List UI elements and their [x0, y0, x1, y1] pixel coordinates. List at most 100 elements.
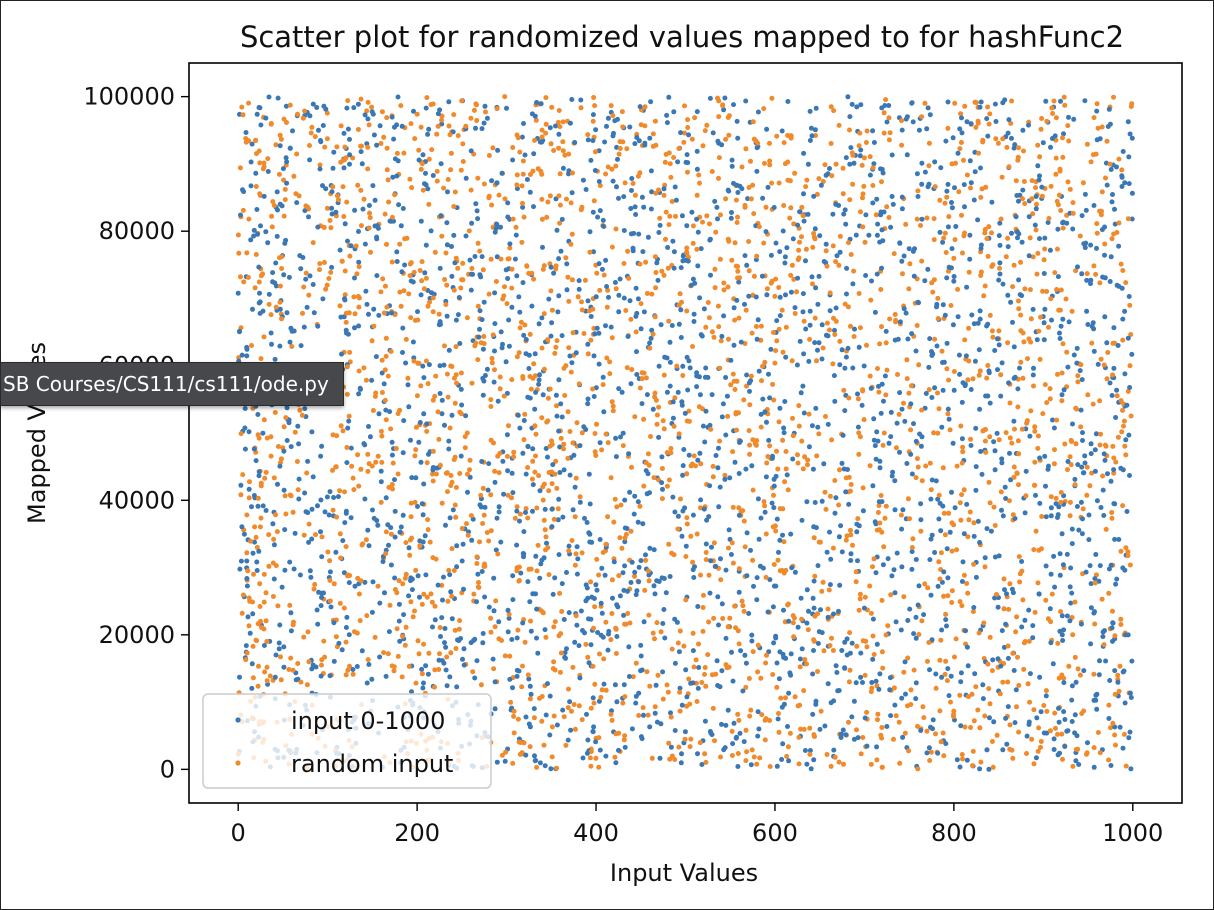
- point-series-2: [907, 261, 913, 267]
- point-series-1: [1076, 527, 1082, 533]
- point-series-2: [530, 458, 536, 464]
- point-series-1: [743, 466, 749, 472]
- point-series-2: [259, 625, 264, 630]
- point-series-2: [703, 759, 709, 765]
- point-series-1: [745, 196, 751, 202]
- point-series-1: [892, 702, 898, 708]
- point-series-1: [287, 145, 293, 151]
- point-series-1: [746, 611, 752, 616]
- point-series-1: [342, 296, 347, 302]
- point-series-2: [535, 166, 541, 172]
- point-series-1: [272, 356, 278, 362]
- point-series-1: [542, 627, 548, 633]
- point-series-2: [387, 602, 393, 608]
- point-series-2: [281, 424, 287, 430]
- point-series-2: [734, 427, 739, 433]
- point-series-1: [469, 537, 475, 543]
- point-series-2: [961, 233, 967, 239]
- point-series-1: [924, 750, 930, 756]
- point-series-2: [734, 220, 740, 225]
- point-series-2: [862, 672, 868, 678]
- point-series-1: [884, 724, 890, 729]
- point-series-1: [1105, 471, 1110, 477]
- point-series-1: [585, 137, 591, 143]
- point-series-1: [827, 166, 832, 171]
- point-series-1: [958, 723, 964, 729]
- point-series-1: [281, 448, 287, 454]
- point-series-2: [689, 136, 695, 142]
- point-series-2: [700, 219, 705, 225]
- point-series-1: [510, 597, 516, 603]
- point-series-2: [324, 205, 330, 211]
- point-series-1: [1043, 483, 1048, 489]
- point-series-1: [1002, 484, 1008, 490]
- point-series-1: [1074, 345, 1080, 351]
- point-series-2: [772, 293, 778, 299]
- point-series-2: [776, 285, 782, 290]
- point-series-2: [1118, 616, 1124, 622]
- point-series-2: [749, 747, 755, 753]
- point-series-2: [1127, 363, 1133, 369]
- point-series-2: [968, 725, 973, 730]
- point-series-1: [1026, 122, 1031, 128]
- point-series-2: [811, 637, 817, 643]
- point-series-2: [294, 151, 300, 157]
- point-series-1: [909, 471, 915, 477]
- point-series-2: [748, 707, 754, 713]
- point-series-1: [534, 606, 540, 612]
- point-series-1: [585, 737, 591, 743]
- point-series-2: [604, 304, 610, 310]
- point-series-1: [1073, 679, 1079, 685]
- point-series-1: [461, 586, 466, 592]
- point-series-1: [591, 724, 597, 730]
- point-series-1: [1064, 220, 1070, 226]
- point-series-2: [870, 564, 875, 570]
- point-series-1: [241, 189, 247, 195]
- point-series-1: [940, 387, 946, 393]
- point-series-1: [627, 124, 633, 130]
- point-series-2: [570, 170, 575, 176]
- point-series-1: [899, 194, 905, 200]
- point-series-1: [987, 400, 993, 406]
- point-series-2: [1010, 512, 1016, 518]
- point-series-2: [1024, 751, 1029, 756]
- point-series-2: [693, 657, 699, 663]
- point-series-2: [429, 147, 435, 153]
- point-series-2: [334, 514, 340, 520]
- point-series-2: [327, 558, 333, 564]
- point-series-2: [1119, 167, 1125, 173]
- point-series-2: [927, 460, 933, 466]
- point-series-2: [860, 638, 866, 644]
- point-series-1: [633, 212, 639, 217]
- point-series-1: [1042, 235, 1048, 241]
- point-series-1: [297, 572, 303, 578]
- point-series-2: [249, 343, 254, 348]
- point-series-2: [857, 596, 863, 602]
- point-series-1: [569, 360, 575, 366]
- point-series-2: [848, 323, 853, 329]
- point-series-1: [780, 228, 786, 234]
- point-series-2: [414, 393, 420, 399]
- point-series-1: [682, 729, 688, 735]
- point-series-2: [568, 369, 574, 375]
- point-series-1: [1127, 729, 1133, 735]
- point-series-2: [583, 641, 589, 647]
- point-series-1: [880, 562, 886, 568]
- point-series-2: [970, 609, 976, 615]
- point-series-2: [1001, 576, 1007, 582]
- point-series-1: [636, 231, 642, 237]
- point-series-1: [818, 182, 824, 188]
- point-series-2: [690, 240, 696, 246]
- point-series-1: [807, 748, 813, 753]
- point-series-2: [408, 315, 414, 321]
- point-series-1: [672, 616, 678, 622]
- point-series-2: [735, 214, 740, 220]
- point-series-1: [273, 260, 279, 266]
- point-series-1: [821, 461, 827, 467]
- point-series-1: [449, 244, 454, 249]
- point-series-2: [561, 446, 566, 452]
- point-series-1: [419, 501, 425, 507]
- point-series-2: [1016, 729, 1022, 735]
- point-series-2: [1021, 339, 1027, 345]
- point-series-2: [925, 658, 930, 664]
